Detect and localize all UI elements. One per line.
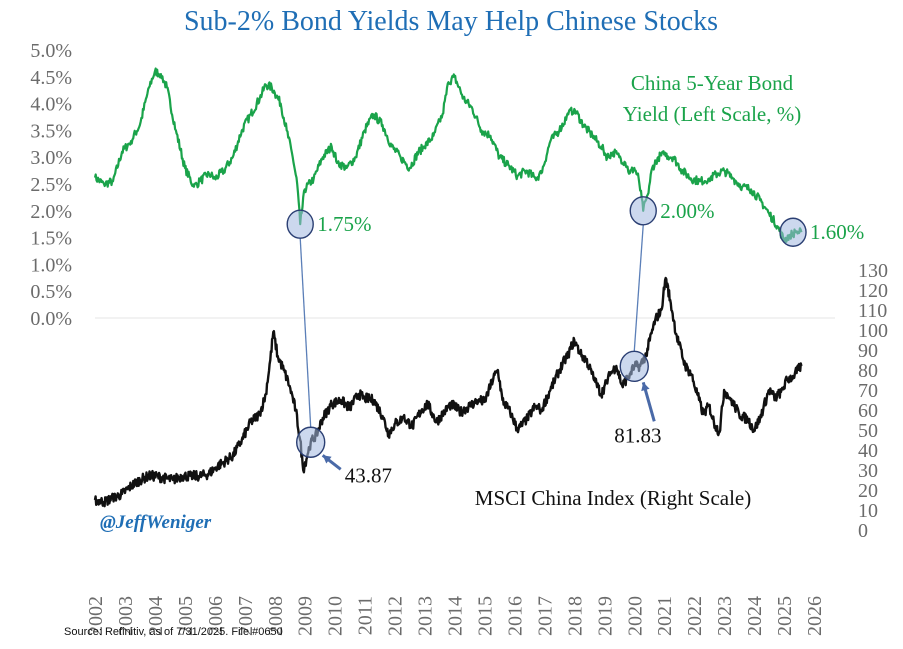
connector-line <box>299 238 312 428</box>
yield-legend-label-line1: China 5-Year Bond <box>631 71 794 95</box>
x-axis-tick-label: 2024 <box>744 596 766 636</box>
right-axis-tick-label: 100 <box>858 320 888 342</box>
yield-legend-label-line2: Yield (Left Scale, %) <box>623 102 801 126</box>
connector-line <box>633 224 644 352</box>
right-axis-tick-label: 110 <box>858 300 887 322</box>
chart-title: Sub-2% Bond Yields May Help Chinese Stoc… <box>184 6 718 37</box>
x-axis-tick-label: 2010 <box>325 596 347 636</box>
msci-annotation-label: 81.83 <box>614 423 661 447</box>
msci-legend-label: MSCI China Index (Right Scale) <box>475 486 751 510</box>
yield-annotation-label: 1.60% <box>810 220 864 244</box>
connector-lines <box>299 224 644 428</box>
x-axis-tick-label: 2012 <box>385 596 407 636</box>
x-axis-tick-label: 2023 <box>714 596 736 636</box>
x-axis-tick-label: 2011 <box>355 596 377 635</box>
x-axis: 2002 2003 2004 2005 2006 2007 2008 2009 2010 2011… <box>85 596 826 636</box>
watermark-handle: @JeffWeniger <box>100 512 212 533</box>
x-axis-tick-label: 2008 <box>265 596 287 636</box>
x-axis-tick-label: 2006 <box>205 596 227 636</box>
x-axis-tick-label: 2016 <box>504 596 526 636</box>
right-axis-tick-label: 30 <box>858 460 878 482</box>
right-axis-tick-label: 40 <box>858 440 878 462</box>
left-axis-tick-label: 4.0% <box>30 94 72 116</box>
annotation-circle <box>619 350 649 383</box>
arrow-head <box>641 382 650 392</box>
right-axis-tick-label: 120 <box>858 280 888 302</box>
right-axis-tick-label: 20 <box>858 480 878 502</box>
left-axis-tick-label: 4.5% <box>30 67 72 89</box>
x-axis-tick-label: 2004 <box>145 596 167 636</box>
annotation-circle <box>296 426 326 458</box>
right-axis-tick-label: 60 <box>858 400 878 422</box>
x-axis-tick-label: 2014 <box>445 596 467 636</box>
x-axis-tick-label: 2026 <box>804 596 826 636</box>
right-axis-tick-label: 50 <box>858 420 878 442</box>
msci-annotation-label: 43.87 <box>345 463 392 487</box>
x-axis-tick-label: 2018 <box>564 596 586 636</box>
x-axis-tick-label: 2022 <box>684 596 706 636</box>
right-axis-tick-label: 80 <box>858 360 878 382</box>
left-axis-tick-label: 2.0% <box>30 201 72 223</box>
right-axis-tick-label: 90 <box>858 340 878 362</box>
arrow-head <box>322 455 332 464</box>
x-axis-tick-label: 2007 <box>235 596 257 636</box>
left-axis-tick-label: 3.0% <box>30 147 72 169</box>
left-axis: 0.0% 0.5% 1.0% 1.5% 2.0% 2.5% 3.0% 3.5% 4.0% 4.5%… <box>30 40 72 330</box>
x-axis-tick-label: 2005 <box>175 596 197 636</box>
left-axis-tick-label: 0.5% <box>30 281 72 303</box>
annotation-markers: 1.75% 2.00% 1.60% 43.87 81.83 <box>286 196 864 487</box>
x-axis-tick-label: 2002 <box>85 596 107 636</box>
x-axis-tick-label: 2021 <box>654 596 676 636</box>
left-axis-tick-label: 0.0% <box>30 308 72 330</box>
x-axis-tick-label: 2003 <box>115 596 137 636</box>
x-axis-tick-label: 2009 <box>295 596 317 636</box>
left-axis-tick-label: 3.5% <box>30 120 72 142</box>
left-axis-tick-label: 1.0% <box>30 254 72 276</box>
x-axis-tick-label: 2013 <box>415 596 437 636</box>
left-axis-tick-label: 5.0% <box>30 40 72 62</box>
x-axis-tick-label: 2015 <box>474 596 496 636</box>
source-note: Source: Refinitiv, as of 7/31/2025. File… <box>64 626 283 638</box>
x-axis-tick-label: 2025 <box>774 596 796 636</box>
annotation-circle <box>286 209 314 239</box>
bond-yield-series-line <box>93 67 803 244</box>
msci-china-series-line <box>93 276 803 508</box>
yield-annotation-label: 2.00% <box>660 199 714 223</box>
right-axis-tick-label: 10 <box>858 500 878 522</box>
x-axis-tick-label: 2019 <box>594 596 616 636</box>
right-axis-tick-label: 70 <box>858 380 878 402</box>
annotation-circle <box>629 196 657 226</box>
x-axis-tick-label: 2020 <box>624 596 646 636</box>
right-axis-tick-label: 130 <box>858 260 888 282</box>
left-axis-tick-label: 1.5% <box>30 228 72 250</box>
right-axis-tick-label: 0 <box>858 520 868 542</box>
left-axis-tick-label: 2.5% <box>30 174 72 196</box>
yield-annotation-label: 1.75% <box>317 212 371 236</box>
x-axis-tick-label: 2017 <box>534 596 556 636</box>
annotation-circle <box>779 217 807 247</box>
